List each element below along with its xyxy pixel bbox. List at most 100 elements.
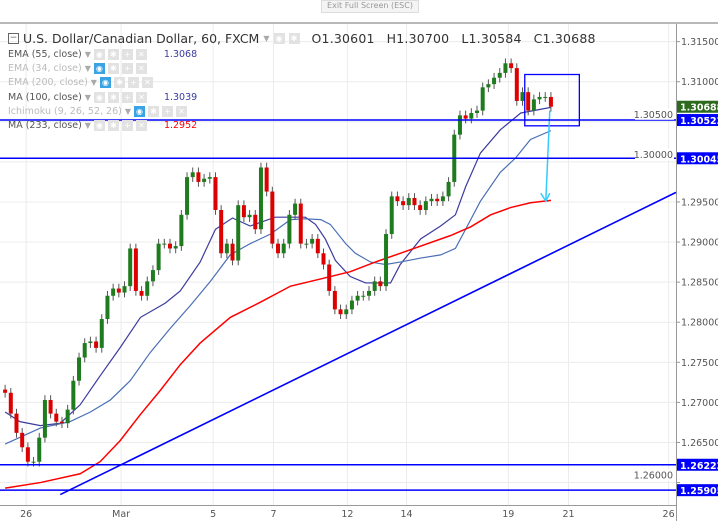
candle-body — [167, 243, 172, 249]
candle-body — [310, 238, 315, 244]
gear-icon[interactable]: ✱ — [148, 105, 159, 117]
candle-body — [162, 243, 167, 245]
candle-body — [384, 234, 389, 287]
indicator-row: EMA (55, close) ▼ ◉ ✱ + ✕ 1.3068 — [8, 47, 596, 61]
candle-body — [65, 409, 70, 424]
plus-icon[interactable]: + — [121, 120, 133, 132]
eye-icon[interactable]: ◉ — [273, 32, 285, 44]
horizontal-line-price-label: 1.26222 — [680, 461, 718, 472]
eye-icon[interactable]: ◉ — [93, 48, 105, 60]
candle-body — [94, 341, 99, 348]
candle-body — [270, 191, 275, 244]
candle-body — [77, 357, 82, 381]
close-icon[interactable]: ✕ — [176, 105, 187, 117]
gear-icon[interactable]: ✱ — [107, 120, 119, 132]
indicator-label[interactable]: Ichimoku (9, 26, 52, 26) — [8, 105, 122, 117]
eye-icon[interactable]: ◉ — [93, 91, 105, 103]
indicator-row: Ichimoku (9, 26, 52, 26) ▼ ◉ ✱ + ✕ — [8, 104, 596, 118]
candle-body — [128, 248, 133, 287]
plus-icon[interactable]: + — [121, 48, 133, 60]
candle-body — [304, 243, 309, 245]
candle-body — [190, 172, 195, 178]
candle-body — [48, 399, 53, 414]
candle-body — [20, 432, 25, 448]
time-tick-label: 26 — [663, 509, 675, 520]
indicator-label[interactable]: MA (100, close) — [8, 91, 82, 103]
plus-icon[interactable]: + — [121, 62, 133, 74]
symbol-title[interactable]: U.S. Dollar/Canadian Dollar, 60, FXCM — [23, 30, 260, 46]
indicator-value: 1.3068 — [163, 48, 198, 60]
candle-body — [475, 110, 480, 113]
candle-body — [372, 281, 377, 291]
collapse-icon[interactable]: − — [8, 32, 19, 44]
exit-fullscreen-tooltip[interactable]: Exit Full Screen (ESC) — [321, 0, 419, 13]
candle-body — [3, 389, 8, 393]
price-tick-label: 1.27000 — [681, 398, 718, 409]
arrow-head-icon — [540, 192, 551, 203]
plus-icon[interactable]: + — [121, 91, 133, 103]
candle-body — [133, 248, 138, 291]
candle-body — [537, 96, 542, 100]
chevron-down-icon[interactable]: ▼ — [84, 49, 91, 59]
horizontal-line-price-label: 1.30045 — [680, 154, 718, 165]
candle-body — [145, 281, 150, 296]
close-icon[interactable]: ✕ — [141, 77, 153, 89]
candle-body — [514, 68, 519, 101]
gear-icon[interactable]: ✱ — [107, 48, 119, 60]
indicator-label[interactable]: EMA (34, close) — [8, 62, 82, 74]
candle-body — [173, 246, 178, 249]
indicator-label[interactable]: EMA (200, close) — [8, 77, 88, 89]
plus-icon[interactable]: + — [162, 105, 173, 117]
candle-body — [497, 72, 502, 78]
candle-body — [327, 264, 332, 291]
candle-body — [338, 309, 343, 315]
candle-body — [395, 196, 400, 202]
eye-icon[interactable]: ◉ — [134, 105, 145, 117]
candle-body — [531, 99, 536, 111]
price-label-bg — [677, 458, 718, 471]
close-icon[interactable]: ✕ — [135, 120, 147, 132]
candle-body — [224, 243, 229, 254]
chevron-down-icon[interactable]: ▼ — [124, 106, 131, 116]
indicator-label[interactable]: MA (233, close) — [8, 120, 82, 132]
chevron-down-icon[interactable]: ▼ — [90, 78, 97, 88]
ohlc-open: O1.30601 — [311, 30, 375, 46]
indicator-row: MA (233, close) ▼ ◉ ✱ + ✕ 1.2952 — [8, 118, 596, 132]
rectangle-drawing[interactable] — [524, 73, 580, 127]
chevron-down-icon[interactable]: ▼ — [263, 33, 270, 43]
chevron-down-icon[interactable]: ▼ — [84, 92, 91, 102]
candle-body — [179, 214, 184, 247]
close-icon[interactable]: ✕ — [135, 62, 147, 74]
candle-body — [253, 214, 258, 230]
close-icon[interactable]: ✕ — [135, 48, 147, 60]
price-label-bg — [677, 152, 718, 165]
plus-icon[interactable]: + — [127, 77, 139, 89]
indicator-value: 1.2952 — [163, 120, 198, 132]
gear-icon[interactable]: ✱ — [113, 77, 125, 89]
candle-body — [412, 197, 417, 206]
candle-body — [31, 461, 36, 463]
candle-body — [503, 63, 508, 73]
chevron-down-icon[interactable]: ▼ — [84, 63, 91, 73]
close-icon[interactable]: ✕ — [135, 91, 147, 103]
candle-body — [344, 309, 349, 315]
time-tick-label: 14 — [400, 509, 412, 520]
chevron-down-icon[interactable]: ▼ — [84, 121, 91, 131]
candle-body — [480, 87, 485, 111]
arrow-drawing[interactable] — [545, 110, 551, 202]
gear-icon[interactable]: ✱ — [107, 62, 119, 74]
gear-icon[interactable]: ✱ — [107, 91, 119, 103]
candle-body — [486, 84, 491, 88]
last-price-label-bg — [677, 100, 718, 113]
eye-icon[interactable]: ◉ — [93, 62, 105, 74]
eye-icon[interactable]: ◉ — [99, 77, 111, 89]
indicator-value: 1.3039 — [163, 91, 198, 103]
candle-body — [492, 77, 497, 85]
trendline[interactable] — [59, 191, 677, 496]
eye-icon[interactable]: ◉ — [93, 120, 105, 132]
gear-icon[interactable]: ✱ — [288, 32, 300, 44]
indicator-label[interactable]: EMA (55, close) — [8, 48, 82, 60]
ohlc-close: C1.30688 — [533, 30, 596, 46]
candle-body — [446, 181, 451, 197]
